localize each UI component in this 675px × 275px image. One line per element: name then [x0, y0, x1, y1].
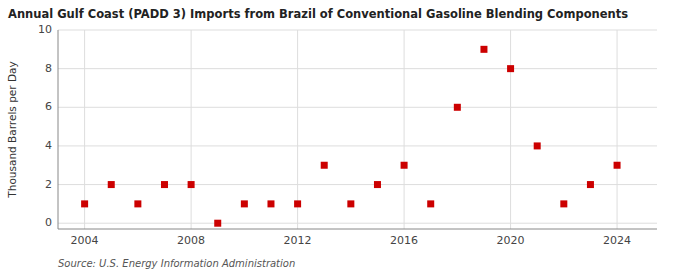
point: [427, 200, 434, 207]
y-tick-label: 2: [45, 178, 52, 191]
grid: [58, 30, 657, 229]
x-tick-label: 2024: [603, 234, 631, 247]
point: [241, 200, 248, 207]
y-axis-label: Thousand Barrels per Day: [6, 61, 18, 198]
points: [81, 46, 620, 227]
y-grid-line: [58, 145, 657, 146]
title: Annual Gulf Coast (PADD 3) Imports from …: [8, 7, 628, 21]
chart: 0 2 4 6 8 10 2004 2008 2012 2016 2020 2024 Annual Gu…: [0, 0, 675, 275]
y-tick-label: 4: [45, 139, 52, 152]
x-tick-label: 2004: [71, 234, 99, 247]
x-grid-line: [404, 30, 405, 229]
point: [321, 162, 328, 169]
point: [401, 162, 408, 169]
y-tick-label: 0: [45, 216, 52, 229]
y-tick-label: 6: [45, 100, 52, 113]
x-tick-label: 2016: [390, 234, 418, 247]
point: [161, 181, 168, 188]
point: [454, 104, 461, 111]
y-tick-label: 8: [45, 62, 52, 75]
point: [81, 200, 88, 207]
x-tick-label: 2020: [497, 234, 525, 247]
point: [534, 142, 541, 149]
x-tick-label: 2012: [284, 234, 312, 247]
point: [188, 181, 195, 188]
y-grid-line: [58, 223, 657, 224]
y-tick-label: 10: [38, 23, 52, 36]
point: [587, 181, 594, 188]
point: [560, 200, 567, 207]
point: [347, 200, 354, 207]
point: [108, 181, 115, 188]
x-grid-line: [84, 30, 85, 229]
point: [214, 220, 221, 227]
y-grid-line: [58, 30, 657, 31]
point: [480, 46, 487, 53]
point: [374, 181, 381, 188]
point: [134, 200, 141, 207]
x-grid-line: [191, 30, 192, 229]
point: [294, 200, 301, 207]
y-grid-line: [58, 68, 657, 69]
point: [614, 162, 621, 169]
point: [507, 65, 514, 72]
x-grid-line: [297, 30, 298, 229]
point: [267, 200, 274, 207]
y-grid-line: [58, 107, 657, 108]
x-grid-line: [617, 30, 618, 229]
x-tick-label: 2008: [177, 234, 205, 247]
y-axis-line: [58, 30, 59, 229]
x-axis-line: [58, 229, 657, 230]
y-grid-line: [58, 184, 657, 185]
x-grid-line: [510, 30, 511, 229]
source-note: Source: U.S. Energy Information Administ…: [58, 258, 295, 269]
